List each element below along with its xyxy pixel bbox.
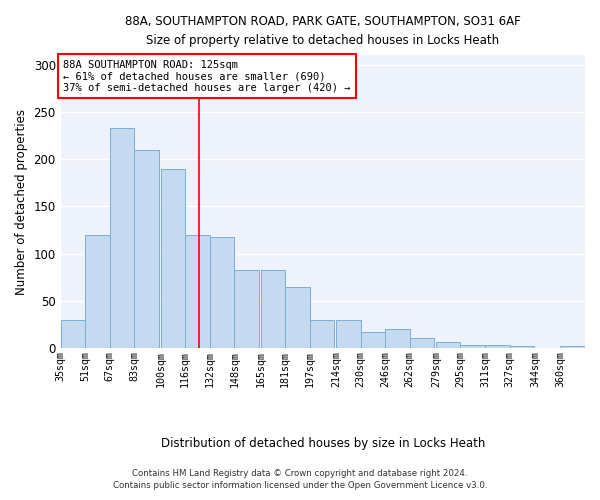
Bar <box>509 346 534 348</box>
Bar <box>85 235 110 348</box>
Text: 88A SOUTHAMPTON ROAD: 125sqm
← 61% of detached houses are smaller (690)
37% of s: 88A SOUTHAMPTON ROAD: 125sqm ← 61% of de… <box>63 60 351 92</box>
Bar <box>361 332 385 348</box>
Y-axis label: Number of detached properties: Number of detached properties <box>15 108 28 294</box>
Bar <box>185 235 210 348</box>
Bar <box>285 287 310 348</box>
Text: Contains HM Land Registry data © Crown copyright and database right 2024.
Contai: Contains HM Land Registry data © Crown c… <box>113 468 487 490</box>
Bar <box>260 270 285 348</box>
Bar <box>161 168 185 348</box>
Bar <box>460 346 485 348</box>
Bar <box>385 330 410 348</box>
Bar <box>110 128 134 348</box>
Bar <box>310 320 334 348</box>
X-axis label: Distribution of detached houses by size in Locks Heath: Distribution of detached houses by size … <box>161 437 485 450</box>
Bar <box>235 270 259 348</box>
Bar <box>436 342 460 348</box>
Bar <box>210 236 235 348</box>
Bar <box>61 320 85 348</box>
Bar <box>485 346 509 348</box>
Bar <box>410 338 434 348</box>
Title: 88A, SOUTHAMPTON ROAD, PARK GATE, SOUTHAMPTON, SO31 6AF
Size of property relativ: 88A, SOUTHAMPTON ROAD, PARK GATE, SOUTHA… <box>125 15 521 47</box>
Bar <box>336 320 361 348</box>
Bar <box>560 346 585 348</box>
Bar <box>134 150 159 348</box>
